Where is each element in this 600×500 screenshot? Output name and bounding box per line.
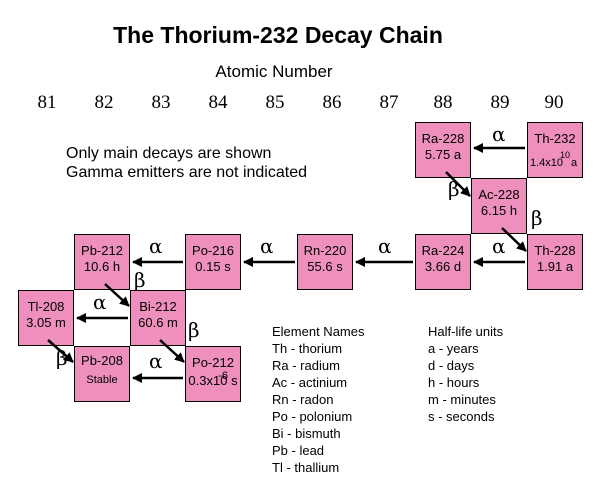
decay-label-beta: β [56,346,68,370]
decay-label-alpha: α [93,290,107,314]
nuclide-name: Tl-208 [27,299,65,314]
nuclide-th-232: Th-232 1.4x10 10 a [527,122,583,178]
legend-item: Ra - radium [272,358,340,373]
note-main-decays: Only main decays are shown [66,145,272,162]
decay-label-alpha: α [378,234,392,258]
nuclide-tl-208: Tl-208 3.05 m [18,290,74,346]
decay-label-beta: β [448,177,460,201]
atomic-number-label: 89 [490,92,510,113]
legend-heading: Element Names [272,324,365,339]
nuclide-pb-212: Pb-212 10.6 h [74,234,130,290]
legend-item: Rn - radon [272,392,334,407]
arrow-beta-bi212-po212 [159,339,185,363]
nuclide-name: Ac-228 [478,187,520,202]
axis-title: Atomic Number [215,62,333,81]
legend-item: Th - thorium [272,341,343,356]
arrow-beta-pb212-bi212 [104,283,130,307]
half-life-units-legend: Half-life units a - years d - days h - h… [428,323,503,425]
nuclide-name: Th-228 [534,243,576,258]
legend-item: Tl - thallium [272,460,340,475]
nuclide-name: Ra-228 [421,131,465,146]
decay-label-alpha: α [260,234,274,258]
decay-label-beta: β [531,206,543,230]
legend-item: h - hours [428,375,480,390]
arrow-beta-ac228-th228 [501,227,527,252]
atomic-number-label: 86 [322,92,342,113]
half-life-mantissa: 1.4x10 [530,157,564,169]
decay-label-beta: β [134,268,146,292]
decay-label-alpha: α [149,349,163,373]
note-gamma: Gamma emitters are not indicated [66,164,307,181]
atomic-number-label: 81 [37,92,57,113]
nuclide-half-life: 3.66 d [424,259,462,274]
nuclide-name: Ra-224 [421,243,465,258]
atomic-number-label: 83 [151,92,171,113]
nuclide-half-life: 6.15 h [480,203,518,218]
atomic-number-label: 82 [94,92,114,113]
arrow-beta-tl208-pb208 [47,339,74,363]
nuclide-pb-208: Pb-208 Stable [74,346,130,402]
legend-item: Bi - bismuth [272,426,341,441]
nuclide-name: Pb-212 [81,243,123,258]
legend-item: Po - polonium [272,409,353,424]
nuclide-name: Po-212 [192,355,234,370]
atomic-number-label: 87 [379,92,399,113]
atomic-number-label: 88 [433,92,453,113]
nuclide-half-life: 5.75 a [424,147,462,162]
nuclide-bi-212: Bi-212 60.6 m [130,290,186,346]
nuclide-name: Th-232 [534,131,576,146]
atomic-number-label: 90 [544,92,564,113]
diagram-title: The Thorium-232 Decay Chain [113,22,443,48]
nuclide-half-life: Stable [86,374,118,386]
nuclide-name: Po-216 [192,243,234,258]
nuclide-po-216: Po-216 0.15 s [185,234,241,290]
legend-item: a - years [428,341,479,356]
legend-item: s - seconds [428,409,495,424]
nuclide-half-life: 60.6 m [138,315,178,330]
half-life-exponent: 10 [560,150,571,160]
nuclide-th-228: Th-228 1.91 a [527,234,583,290]
arrow-beta-ra228-ac228 [445,171,471,197]
element-names-legend: Element Names Th - thorium Ra - radium A… [272,323,364,476]
atomic-number-label: 85 [265,92,285,113]
nuclide-half-life: 10.6 h [83,259,121,274]
legend-heading: Half-life units [428,324,504,339]
nuclide-ra-228: Ra-228 5.75 a [415,122,471,178]
decay-label-alpha: α [492,122,506,146]
legend-item: d - days [428,358,475,373]
nuclide-po-212: Po-212 -6 0.3x10 s [185,346,241,402]
nuclide-name: Bi-212 [139,299,177,314]
nuclide-half-life: 3.05 m [26,315,66,330]
nuclide-ra-224: Ra-224 3.66 d [415,234,471,290]
decay-label-beta: β [188,318,200,342]
half-life-unit: a [571,157,578,169]
nuclide-name: Pb-208 [81,353,123,368]
nuclide-ac-228: Ac-228 6.15 h [471,178,527,234]
decay-label-alpha: α [492,234,506,258]
nuclide-half-life: 0.15 s [195,259,231,274]
legend-item: Ac - actinium [272,375,348,390]
nuclide-half-life: 0.3x10 s [188,373,238,388]
nuclide-rn-220: Rn-220 55.6 s [297,234,353,290]
nuclide-name: Rn-220 [303,243,347,258]
decay-label-alpha: α [149,234,163,258]
legend-item: m - minutes [428,392,496,407]
legend-item: Pb - lead [272,443,325,458]
nuclide-half-life: 55.6 s [307,259,343,274]
atomic-number-label: 84 [208,92,228,113]
nuclide-half-life: 1.91 a [536,259,574,274]
